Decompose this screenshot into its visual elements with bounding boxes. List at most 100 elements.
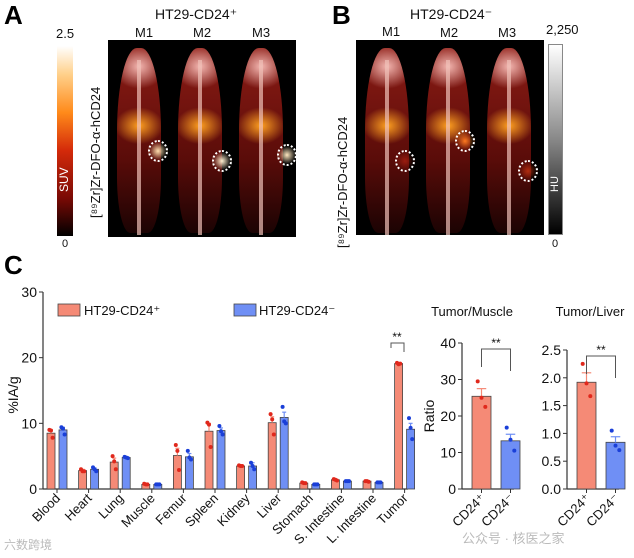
data-point	[240, 464, 245, 469]
y-tick-label: 40	[440, 335, 456, 351]
data-point	[398, 361, 403, 366]
data-point	[175, 448, 180, 453]
data-point	[62, 432, 67, 437]
data-point	[50, 435, 55, 440]
panel-a-mouse-label: M3	[252, 25, 271, 40]
data-point	[250, 464, 255, 469]
significance-label: **	[596, 343, 606, 357]
y-axis-label: %IA/g	[5, 376, 21, 413]
data-point	[61, 426, 65, 431]
y-tick-label: 0	[29, 481, 37, 497]
bar	[78, 470, 87, 490]
significance-bracket	[586, 355, 616, 378]
data-point	[508, 437, 513, 442]
legend-swatch-cd24-positive	[57, 303, 81, 317]
panel-b-title: HT29-CD24⁻	[410, 6, 493, 22]
data-point	[580, 361, 585, 366]
y-tick-label: 20	[440, 408, 456, 424]
data-point	[208, 444, 213, 449]
pet-ct-image-cd24-negative	[356, 40, 544, 235]
data-point	[220, 432, 225, 437]
data-point	[271, 432, 276, 437]
panel-a-title: HT29-CD24⁺	[155, 6, 238, 22]
significance-bracket	[390, 342, 405, 352]
y-tick-label: 30	[440, 372, 456, 388]
bar	[109, 461, 119, 490]
data-point	[189, 457, 193, 462]
y-tick-label: 0	[448, 481, 456, 497]
chart-title: Tumor/Liver	[556, 304, 626, 319]
y-tick-label: 1.5	[542, 398, 562, 414]
suv-colorbar	[57, 46, 73, 236]
data-point	[173, 443, 178, 448]
data-point	[335, 478, 339, 483]
spine	[507, 60, 511, 235]
x-tick-label: Kidney	[214, 490, 253, 529]
suv-min-label: 0	[62, 238, 69, 250]
significance-label: **	[392, 330, 402, 344]
x-tick-label: Muscle	[118, 491, 158, 531]
data-point	[82, 469, 87, 474]
data-point	[283, 421, 288, 426]
data-point	[315, 482, 320, 487]
data-point	[617, 448, 622, 453]
data-point	[512, 448, 517, 453]
bar	[605, 441, 626, 490]
data-point	[584, 381, 589, 386]
y-axis-label: Ratio	[421, 399, 437, 432]
spine	[198, 60, 202, 235]
bar	[172, 455, 182, 490]
hu-colorbar	[548, 44, 563, 235]
y-tick-label: 2.5	[542, 342, 562, 358]
data-point	[280, 404, 285, 409]
panel-a-mouse-label: M1	[135, 25, 154, 40]
tumor-circle	[395, 150, 415, 172]
tumor-circle	[212, 150, 232, 172]
data-point	[347, 479, 351, 484]
watermark-left: 六数跨境	[4, 538, 53, 552]
bar	[267, 422, 277, 490]
y-tick-label: 20	[21, 350, 37, 366]
data-point	[217, 423, 222, 428]
data-point	[207, 422, 211, 427]
data-point	[609, 428, 614, 433]
bar	[500, 440, 521, 490]
data-point	[270, 417, 275, 422]
bar	[394, 363, 404, 490]
data-point	[125, 456, 130, 461]
spine	[259, 60, 263, 235]
tumor-circle	[277, 144, 296, 166]
panel-c-label: C	[4, 250, 23, 280]
x-tick-label: Spleen	[182, 491, 221, 530]
data-point	[112, 459, 117, 464]
bar	[184, 456, 194, 490]
data-point	[483, 404, 488, 409]
hu-max-label: 2,250	[546, 22, 579, 37]
data-point	[177, 467, 181, 472]
spine	[385, 60, 389, 235]
legend-label-cd24-positive: HT29-CD24⁺	[84, 303, 160, 318]
legend-label-cd24-negative: HT29-CD24⁻	[259, 303, 335, 318]
x-tick-label: Heart	[62, 490, 95, 523]
data-point	[113, 467, 118, 472]
significance-bracket	[481, 348, 511, 371]
spine	[446, 60, 450, 235]
x-tick-label: CD24⁻	[478, 491, 517, 530]
bar	[216, 430, 226, 490]
panel-b-mouse-label: M1	[382, 24, 401, 39]
data-point	[479, 395, 484, 400]
y-tick-label: 0.5	[542, 453, 562, 469]
data-point	[613, 443, 618, 448]
bar	[58, 429, 68, 490]
bar	[46, 432, 56, 490]
y-tick-label: 0.0	[542, 481, 562, 497]
data-point	[252, 467, 257, 472]
data-point	[185, 448, 190, 453]
bar	[204, 430, 214, 490]
significance-label: **	[491, 336, 501, 350]
data-point	[475, 379, 480, 384]
y-tick-label: 30	[21, 284, 37, 300]
bar	[236, 465, 246, 490]
data-point	[410, 437, 415, 442]
